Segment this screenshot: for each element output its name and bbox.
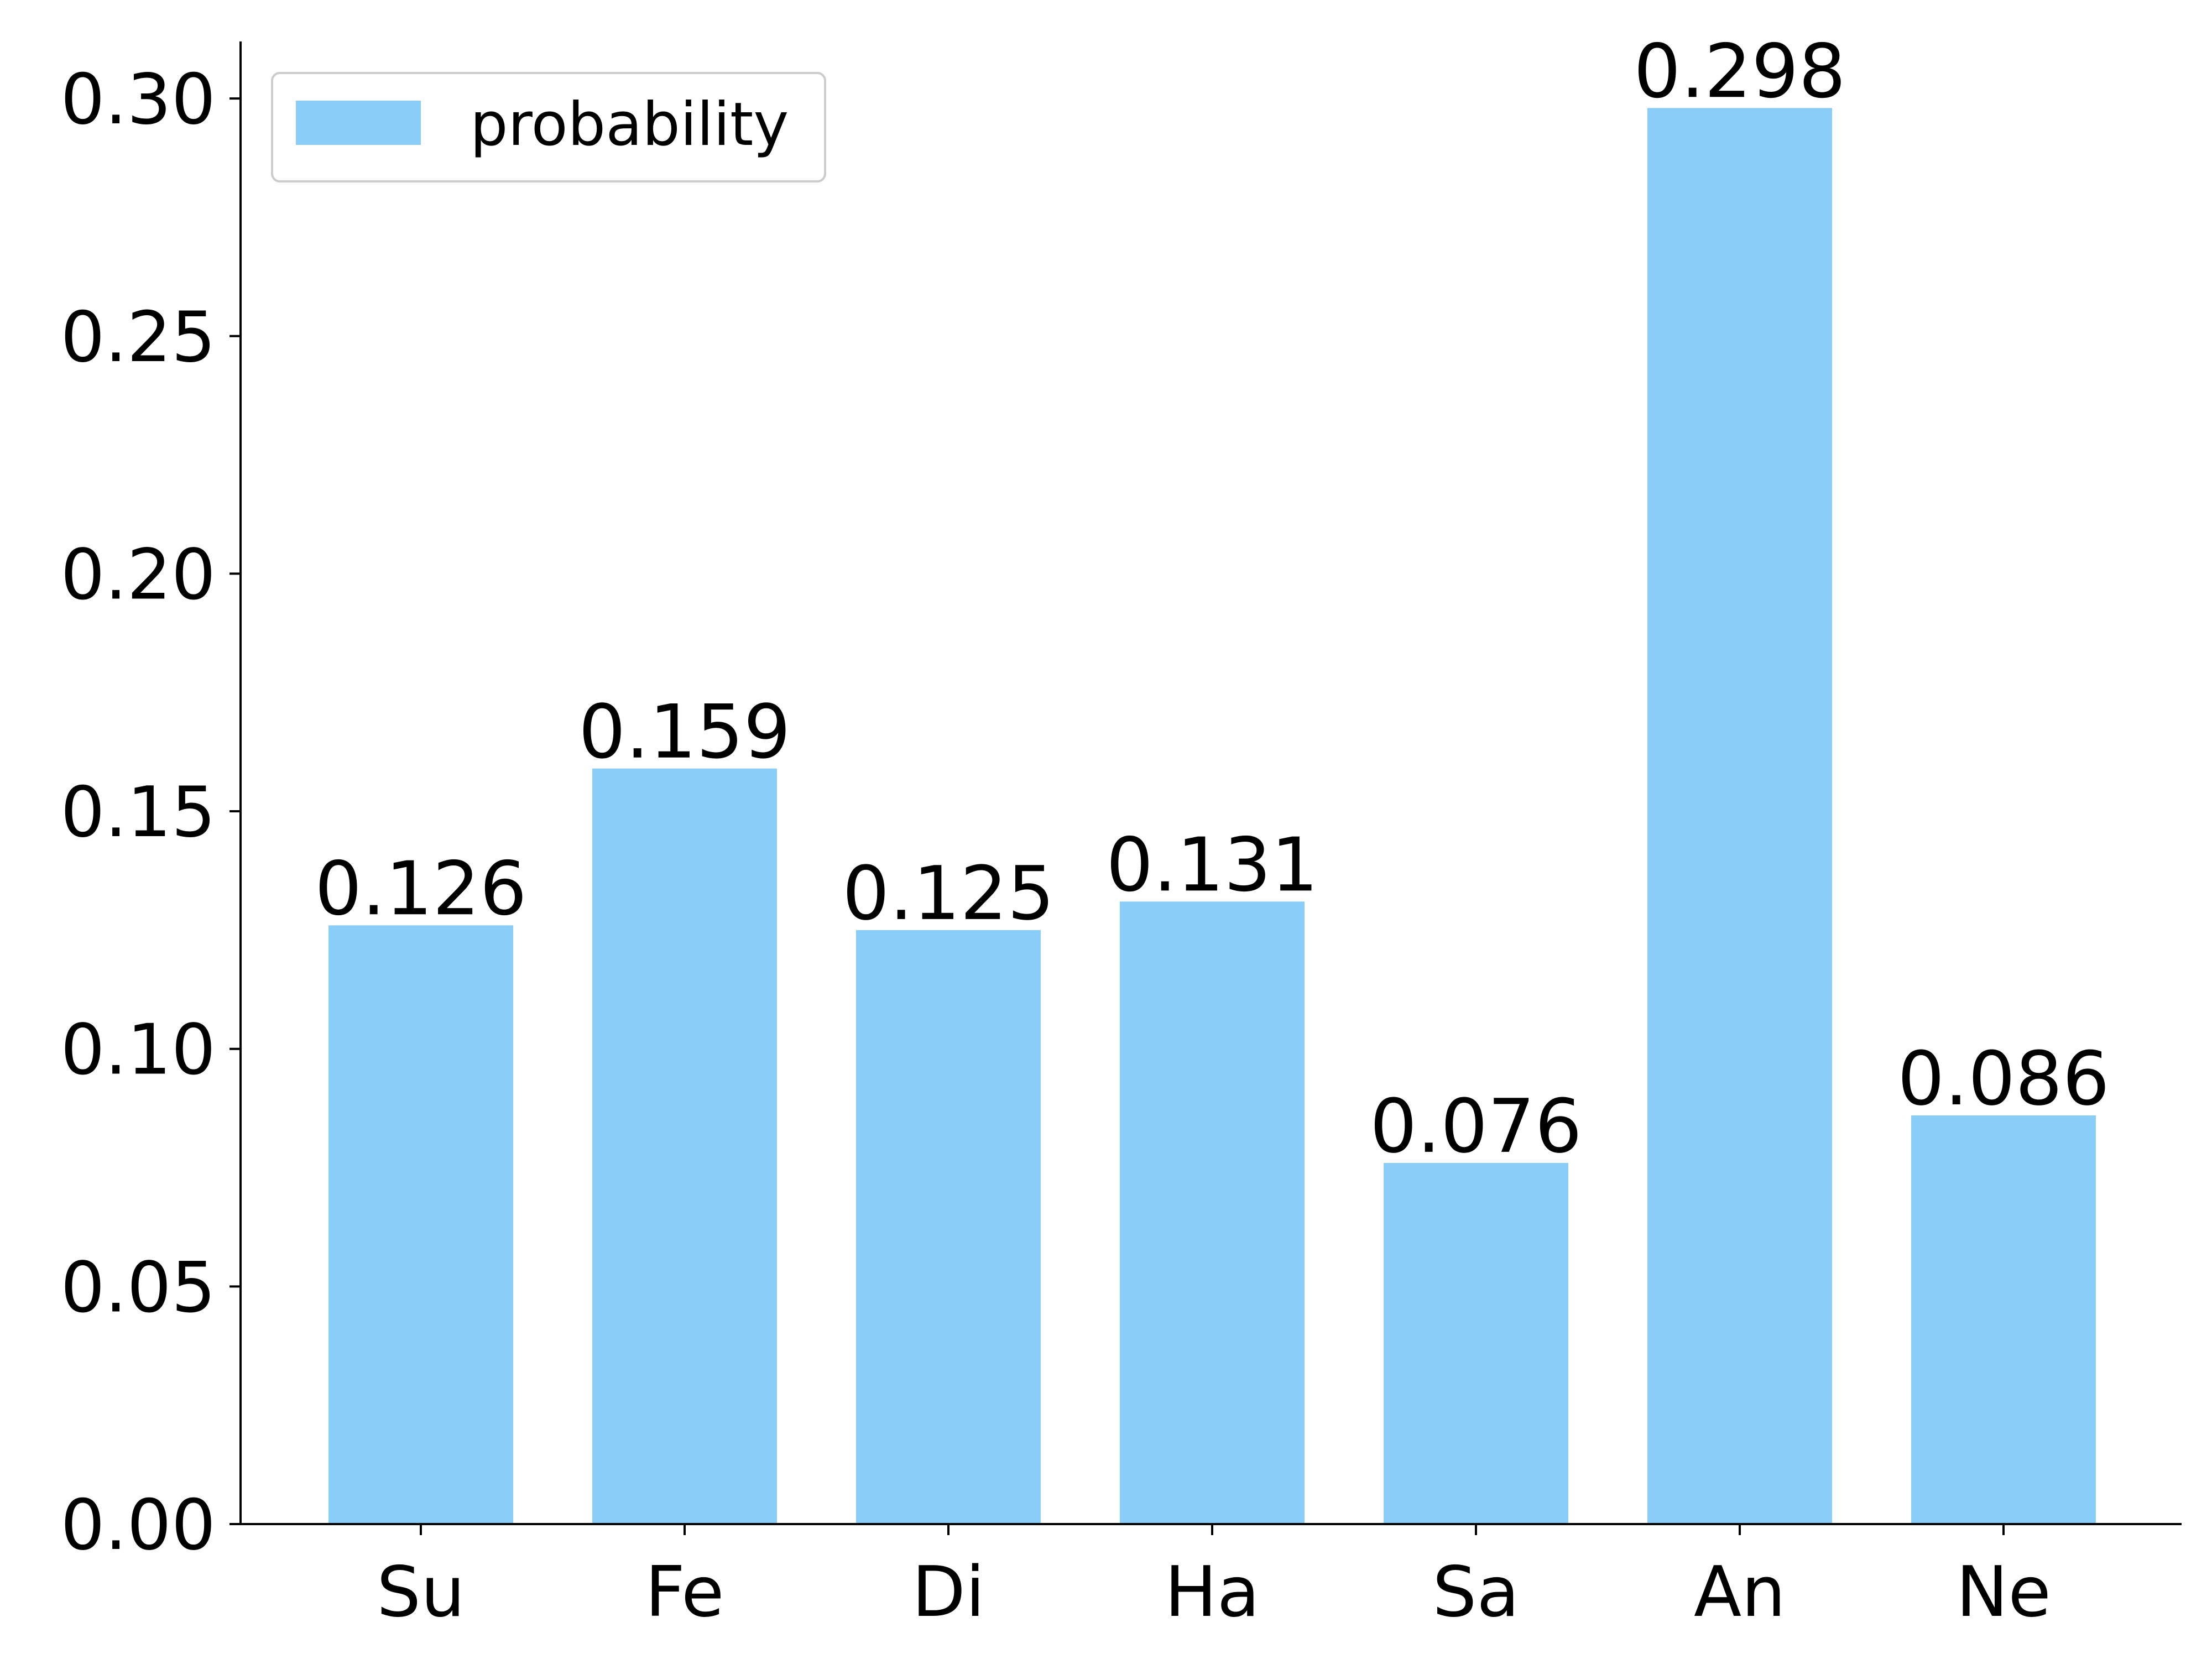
bar-su: [328, 925, 513, 1524]
value-label-fe: 0.159: [578, 689, 791, 775]
x-tick-label-ha: Ha: [1165, 1551, 1260, 1632]
y-tick-label-0-30: 0.30: [60, 59, 216, 140]
y-tick-label-0-05: 0.05: [60, 1246, 216, 1328]
value-label-ne: 0.086: [1897, 1036, 2110, 1122]
x-tick-label-sa: Sa: [1432, 1551, 1519, 1632]
bar-sa: [1384, 1162, 1568, 1524]
value-label-ha: 0.131: [1106, 822, 1318, 908]
legend-label: probability: [470, 90, 789, 159]
legend: probability: [271, 72, 826, 182]
value-label-an: 0.298: [1634, 28, 1846, 114]
x-tick-label-an: An: [1694, 1551, 1786, 1632]
legend-swatch: [296, 101, 421, 145]
value-label-su: 0.126: [315, 846, 527, 932]
bar-an: [1647, 108, 1832, 1525]
bar-ne: [1911, 1115, 2096, 1524]
legend-frame: [271, 72, 826, 182]
value-label-di: 0.125: [842, 851, 1055, 937]
y-tick-label-0-15: 0.15: [60, 771, 216, 853]
x-tick-label-di: Di: [912, 1551, 985, 1632]
y-tick-label-0-25: 0.25: [60, 296, 216, 378]
y-tick-label-0-10: 0.10: [60, 1009, 216, 1091]
bar-fe: [592, 768, 777, 1524]
y-ticks-layer: 0.00 0.05 0.10 0.15 0.20 0.25 0.30: [60, 59, 241, 1566]
x-ticks-layer: Su Fe Di Ha Sa An Ne: [377, 1524, 2051, 1632]
value-label-sa: 0.076: [1370, 1083, 1582, 1170]
y-tick-label-0-20: 0.20: [60, 534, 216, 615]
x-tick-label-ne: Ne: [1956, 1551, 2051, 1632]
bar-ha: [1120, 901, 1305, 1524]
value-labels-layer: 0.126 0.159 0.125 0.131 0.076 0.298 0.086: [315, 28, 2110, 1170]
bars-layer: [328, 108, 2096, 1525]
bar-di: [856, 930, 1041, 1524]
x-tick-label-fe: Fe: [645, 1551, 724, 1632]
y-tick-label-0-00: 0.00: [60, 1484, 216, 1566]
x-tick-label-su: Su: [377, 1551, 465, 1632]
